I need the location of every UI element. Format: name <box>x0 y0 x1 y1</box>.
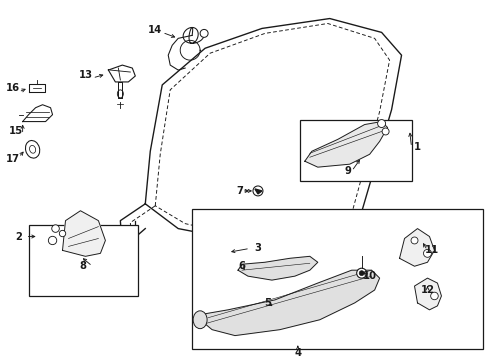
Text: 9: 9 <box>344 166 350 176</box>
Text: 16: 16 <box>5 83 20 93</box>
Text: 15: 15 <box>9 126 22 136</box>
Circle shape <box>356 268 366 278</box>
Text: 12: 12 <box>420 285 434 295</box>
Text: 5: 5 <box>264 298 271 308</box>
Polygon shape <box>200 270 379 336</box>
Text: 2: 2 <box>15 231 22 242</box>
Text: 1: 1 <box>413 142 420 152</box>
Text: 13: 13 <box>78 70 92 80</box>
Circle shape <box>430 292 437 300</box>
Circle shape <box>423 249 430 257</box>
Polygon shape <box>399 229 433 266</box>
Polygon shape <box>254 189 262 194</box>
Polygon shape <box>62 211 105 256</box>
Text: 17: 17 <box>6 154 20 164</box>
Ellipse shape <box>193 311 207 329</box>
Text: 10: 10 <box>362 271 376 281</box>
Text: 6: 6 <box>238 261 245 271</box>
Circle shape <box>381 128 388 135</box>
Bar <box>299 120 411 181</box>
Circle shape <box>52 225 59 232</box>
Polygon shape <box>414 278 441 310</box>
Circle shape <box>48 236 57 245</box>
Circle shape <box>410 237 417 244</box>
Text: 3: 3 <box>254 243 261 253</box>
Polygon shape <box>304 122 387 167</box>
Circle shape <box>359 271 364 276</box>
Text: 14: 14 <box>148 26 162 35</box>
Bar <box>29 225 138 296</box>
Circle shape <box>59 230 65 237</box>
Text: 7: 7 <box>236 186 243 196</box>
Text: 8: 8 <box>79 261 86 271</box>
Text: 4: 4 <box>294 348 301 359</box>
Text: 11: 11 <box>424 246 438 255</box>
Circle shape <box>200 30 208 37</box>
Polygon shape <box>238 256 317 280</box>
Ellipse shape <box>196 244 224 262</box>
Circle shape <box>377 120 385 127</box>
Bar <box>192 209 482 350</box>
